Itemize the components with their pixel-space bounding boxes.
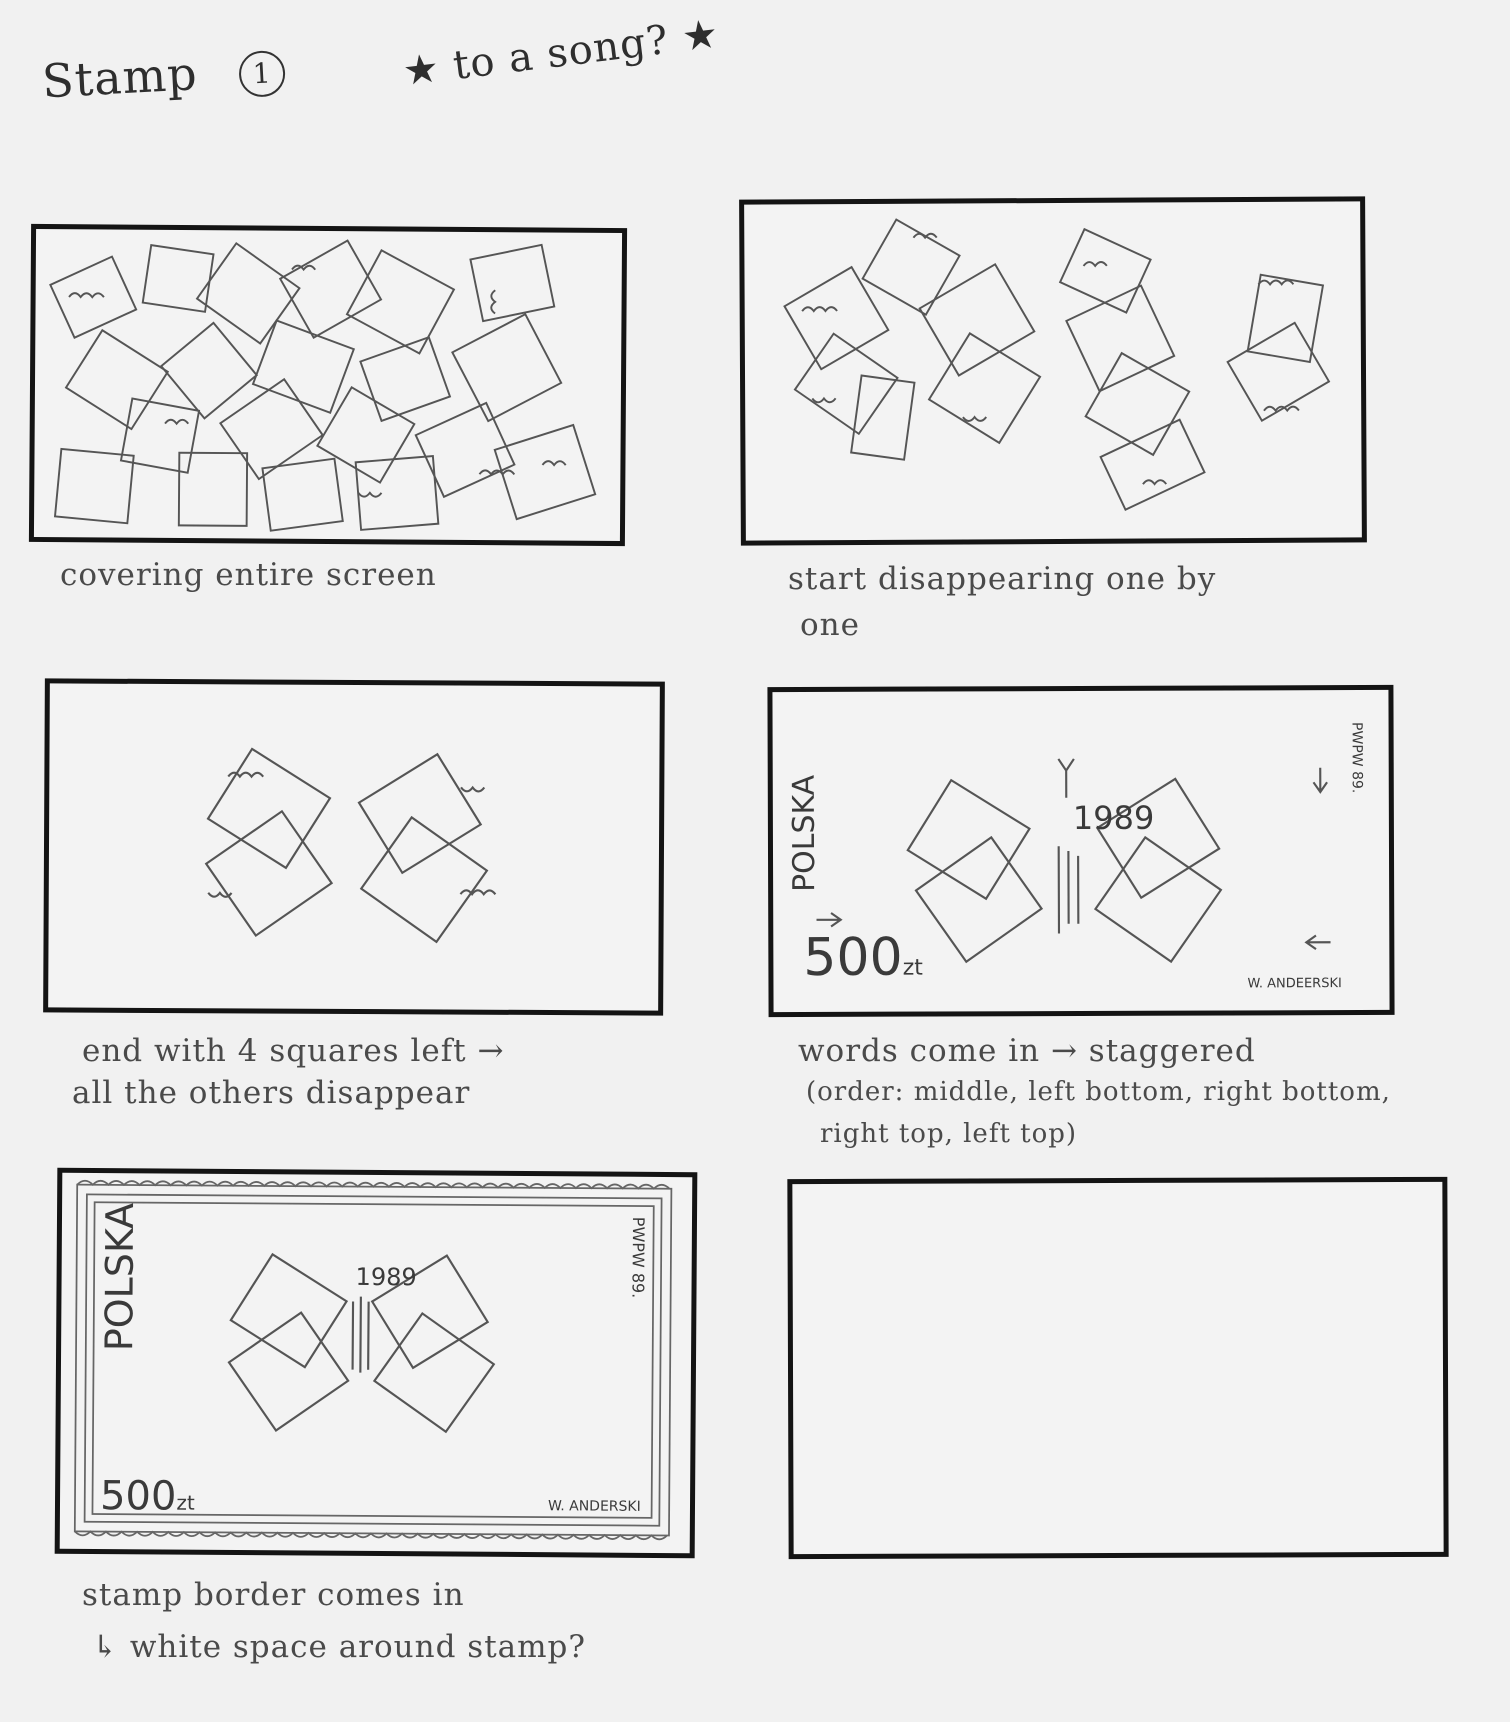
panel-4-sketch xyxy=(816,758,1331,964)
panel-4-caption-line-2: (order: middle, left bottom, right botto… xyxy=(806,1077,1391,1107)
panel-2-caption-line-1: start disappearing one by xyxy=(788,561,1217,597)
panel-3-sketch xyxy=(204,747,497,944)
panel-1-caption: covering entire screen xyxy=(60,557,437,593)
panel-1-sketch xyxy=(49,239,597,532)
panel-5-year-text: 1989 xyxy=(355,1262,417,1292)
title-number-circle: 1 xyxy=(238,49,287,99)
panel-2-sketch xyxy=(783,218,1331,511)
storyboard-panel-5: POLSKA 500zt 1989 W. ANDERSKI PWPW 89. xyxy=(54,1167,698,1559)
panel-2-caption-line-2: one xyxy=(800,607,860,643)
panel-5-country-text: POLSKA xyxy=(97,1202,143,1352)
panel-5-sketch xyxy=(73,1179,673,1541)
storyboard-panel-1 xyxy=(28,223,628,547)
storyboard-panel-3 xyxy=(43,678,665,1016)
panel-5-side-text: PWPW 89. xyxy=(628,1216,649,1299)
panel-4-country-text: POLSKA xyxy=(786,774,823,893)
panel-4-value: 500 xyxy=(803,927,903,988)
storyboard-panel-6 xyxy=(787,1176,1449,1560)
panel-4-caption-line-3: right top, left top) xyxy=(820,1119,1078,1149)
panel-4-caption-line-1: words come in → staggered xyxy=(798,1033,1256,1069)
storyboard-panel-4: POLSKA 500zt 1989 W. ANDEERSKI PWPW 89. xyxy=(767,684,1395,1018)
storyboard-panel-2 xyxy=(739,196,1367,546)
panel-4-artist-text: W. ANDEERSKI xyxy=(1247,976,1342,992)
panel-4-currency: zt xyxy=(902,955,923,981)
panel-3-caption-line-2: all the others disappear xyxy=(72,1075,471,1111)
panel-3-caption-line-1: end with 4 squares left → xyxy=(82,1033,505,1069)
panel-5-caption-line-2: ↳ white space around stamp? xyxy=(92,1629,586,1665)
panel-4-value-text: 500zt xyxy=(803,928,923,988)
panel-5-currency: zt xyxy=(176,1490,195,1515)
page-title: Stamp 1 xyxy=(40,42,287,109)
panel-5-caption-line-1: stamp border comes in xyxy=(82,1577,465,1613)
panel-5-artist-text: W. ANDERSKI xyxy=(547,1498,641,1515)
panel-4-side-text: PWPW 89. xyxy=(1348,722,1365,794)
song-note: ★ to a song? ★ xyxy=(400,10,722,96)
panel-5-value: 500 xyxy=(99,1473,177,1520)
panel-4-year-text: 1989 xyxy=(1072,798,1155,838)
title-text: Stamp xyxy=(40,46,199,109)
panel-5-value-text: 500zt xyxy=(100,1473,195,1520)
